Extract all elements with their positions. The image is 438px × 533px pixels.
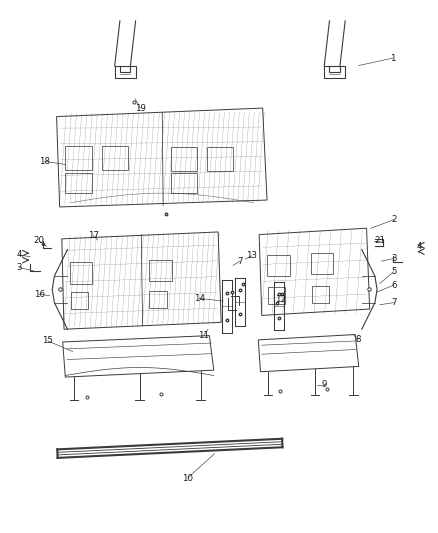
Text: 6: 6 [391,280,396,289]
Text: 14: 14 [194,294,205,303]
Text: 8: 8 [355,335,360,344]
Text: 10: 10 [182,474,193,482]
Text: 18: 18 [39,157,50,166]
Text: 4: 4 [416,242,422,251]
Text: 12: 12 [275,295,286,304]
Text: 2: 2 [391,215,396,224]
Text: 7: 7 [237,257,243,265]
Text: 21: 21 [374,237,385,246]
Text: 1: 1 [390,54,396,62]
Text: 19: 19 [135,103,146,112]
Text: 13: 13 [246,252,257,260]
Text: 9: 9 [322,380,327,389]
Text: 16: 16 [34,289,45,298]
Text: 4: 4 [16,251,22,260]
Text: 17: 17 [88,231,99,240]
Text: 3: 3 [16,263,22,272]
Text: 20: 20 [34,237,45,246]
Text: 7: 7 [391,298,396,307]
Text: 15: 15 [42,336,53,345]
Text: 3: 3 [391,254,396,263]
Text: 5: 5 [391,268,396,276]
Text: 11: 11 [198,331,209,340]
